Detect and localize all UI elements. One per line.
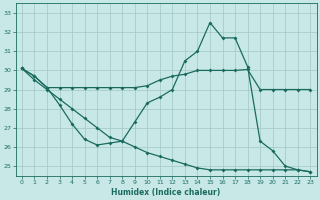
X-axis label: Humidex (Indice chaleur): Humidex (Indice chaleur) (111, 188, 221, 197)
